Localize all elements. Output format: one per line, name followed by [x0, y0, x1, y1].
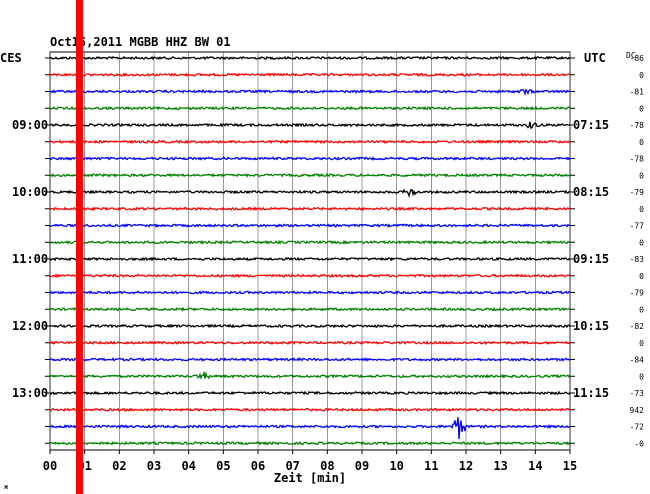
dc-offset-value: 0: [639, 305, 644, 314]
dc-offset-value: 942: [630, 406, 645, 415]
trace-row-11: [49, 239, 571, 245]
x-axis-label: Zeit [min]: [274, 471, 346, 485]
dc-offset-value: -0: [634, 439, 644, 448]
dc-offset-value: 0: [639, 171, 644, 180]
left-timezone-label: CES: [0, 51, 22, 65]
right-time-label: 11:15: [573, 386, 609, 400]
trace-row-15: [49, 306, 571, 312]
right-timezone-label: UTC: [584, 51, 606, 65]
x-tick-label: 10: [389, 459, 403, 473]
x-tick-label: 08: [320, 459, 334, 473]
dc-offset-value: 0: [639, 272, 644, 281]
trace-row-9: [49, 206, 571, 212]
trace-row-20: [49, 390, 571, 396]
right-time-label: 08:15: [573, 185, 609, 199]
trace-row-1: [49, 72, 570, 78]
trace-row-16: [50, 323, 571, 329]
dc-offset-value: 0: [639, 238, 644, 247]
trace-row-12: [49, 256, 570, 262]
trace-row-4: [49, 121, 571, 130]
x-tick-label: 00: [43, 459, 57, 473]
left-time-label: 11:00: [12, 252, 48, 266]
trace-group: [49, 55, 571, 446]
chart-title: Oct15,2011 MGBB HHZ BW 01: [50, 35, 231, 49]
dc-offset-value: 0: [639, 138, 644, 147]
dc-offset-value: -78: [630, 155, 645, 164]
dc-offset-value: -79: [630, 289, 645, 298]
dc-offset-value: -82: [630, 322, 645, 331]
x-tick-label: 05: [216, 459, 230, 473]
x-tick-label: 14: [528, 459, 542, 473]
dc-offset-value: -73: [630, 389, 645, 398]
x-tick-label: 11: [424, 459, 438, 473]
trace-row-8: [49, 188, 571, 198]
x-tick-label: 09: [355, 459, 369, 473]
left-time-label: 09:00: [12, 118, 48, 132]
trace-row-23: [49, 440, 571, 446]
dc-offset-header: DC: [626, 51, 636, 60]
trace-row-19: [49, 370, 571, 380]
dc-offset-value: -78: [630, 121, 645, 130]
trace-row-13: [49, 273, 571, 279]
dc-offset-value: 0: [639, 339, 644, 348]
dc-offset-value: -81: [630, 88, 645, 97]
time-marker-bar: [75, 0, 83, 494]
dc-offset-value: 0: [639, 71, 644, 80]
marker-layer: [75, 0, 83, 494]
trace-row-10: [50, 223, 570, 228]
trace-row-21: [49, 407, 571, 413]
trace-row-14: [49, 289, 571, 295]
right-time-label: 10:15: [573, 319, 609, 333]
x-tick-label: 04: [181, 459, 195, 473]
plot-grid: [45, 51, 575, 454]
x-tick-label: 03: [147, 459, 161, 473]
trace-row-7: [49, 172, 571, 178]
trace-row-2: [49, 88, 571, 97]
x-tick-label: 13: [493, 459, 507, 473]
trace-row-3: [49, 105, 571, 111]
dc-offset-value: 0: [639, 104, 644, 113]
trace-row-5: [49, 139, 571, 145]
trace-row-18: [49, 356, 571, 362]
dc-offset-value: -79: [630, 188, 645, 197]
right-time-label: 09:15: [573, 252, 609, 266]
x-tick-label: 12: [459, 459, 473, 473]
trace-row-22: [49, 417, 571, 440]
dc-offset-value: -83: [630, 255, 645, 264]
left-time-label: 13:00: [12, 386, 48, 400]
trace-row-6: [49, 155, 571, 161]
trace-row-0: [49, 55, 571, 61]
dc-offset-value: -86: [630, 54, 645, 63]
dc-offset-value: 0: [639, 372, 644, 381]
left-time-label: 12:00: [12, 319, 48, 333]
x-tick-label: 07: [285, 459, 299, 473]
dc-offset-value: -77: [630, 222, 645, 231]
left-time-label: 10:00: [12, 185, 48, 199]
right-time-label: 07:15: [573, 118, 609, 132]
x-tick-label: 06: [251, 459, 265, 473]
x-tick-label: 15: [563, 459, 577, 473]
dc-offset-value: -72: [630, 423, 645, 432]
trace-row-17: [49, 340, 571, 346]
dc-offset-value: -84: [630, 356, 645, 365]
dc-offset-value: 0: [639, 205, 644, 214]
x-tick-label: 02: [112, 459, 126, 473]
corner-glyph: ж: [4, 483, 9, 491]
